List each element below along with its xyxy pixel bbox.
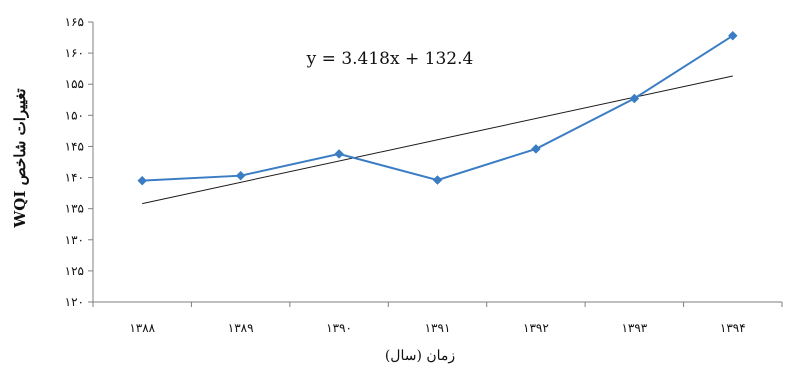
y-tick-label: ۱۶۵ bbox=[65, 15, 84, 29]
data-point-marker bbox=[727, 30, 738, 41]
y-tick-label: ۱۲۰ bbox=[65, 295, 84, 309]
trendline-equation: y = 3.418x + 132.4 bbox=[306, 49, 474, 69]
y-tick-label: ۱۲۵ bbox=[65, 264, 84, 278]
y-axis-ticks: ۱۲۰ ۱۲۵ ۱۳۰ ۱۳۵ ۱۴۰ ۱۴۵ ۱۵۰ ۱۵۵ ۱۶۰ ۱۶۵ bbox=[65, 15, 93, 309]
y-tick-label: ۱۶۰ bbox=[65, 46, 84, 60]
x-tick-label: ۱۳۸۸ bbox=[129, 321, 155, 335]
x-tick-label: ۱۳۹۱ bbox=[425, 321, 451, 335]
data-point-marker bbox=[235, 170, 246, 181]
x-axis-title: زمان (سال) bbox=[385, 348, 455, 364]
y-tick-label: ۱۵۰ bbox=[65, 108, 84, 122]
series-group bbox=[137, 30, 738, 186]
data-point-marker bbox=[137, 175, 148, 186]
data-point-marker bbox=[629, 93, 640, 104]
y-tick-label: ۱۳۰ bbox=[65, 233, 84, 247]
y-tick-label: ۱۴۰ bbox=[65, 171, 84, 185]
axes bbox=[92, 22, 782, 303]
data-point-marker bbox=[531, 144, 541, 154]
x-tick-label: ۱۳۹۴ bbox=[720, 321, 746, 335]
x-tick-label: ۱۳۹۲ bbox=[523, 321, 549, 335]
x-tick-label: ۱۳۹۰ bbox=[326, 321, 352, 335]
y-tick-label: ۱۳۵ bbox=[65, 202, 84, 216]
x-tick-label: ۱۳۸۹ bbox=[228, 321, 254, 335]
x-axis-ticks: ۱۳۸۸ ۱۳۸۹ ۱۳۹۰ ۱۳۹۱ ۱۳۹۲ ۱۳۹۳ ۱۳۹۴ bbox=[92, 302, 783, 335]
x-tick-label: ۱۳۹۳ bbox=[621, 321, 647, 335]
y-axis-title: تغییرات شاخص WQI bbox=[11, 88, 29, 228]
y-tick-label: ۱۵۵ bbox=[65, 77, 84, 91]
data-point-marker bbox=[432, 175, 443, 185]
data-point-marker bbox=[334, 149, 344, 159]
y-tick-label: ۱۴۵ bbox=[65, 139, 84, 153]
